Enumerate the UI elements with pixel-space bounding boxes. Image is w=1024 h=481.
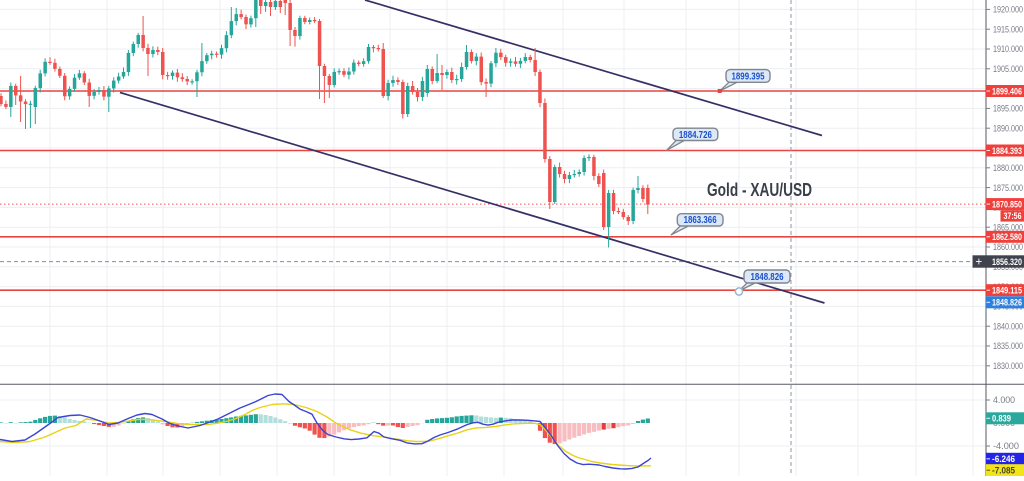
svg-text:1895.000: 1895.000 (993, 104, 1023, 115)
svg-text:1910.000: 1910.000 (993, 44, 1023, 55)
svg-text:Gold - XAU/USD: Gold - XAU/USD (707, 179, 812, 200)
svg-text:1848.826: 1848.826 (992, 298, 1022, 309)
svg-text:1848.826: 1848.826 (751, 272, 784, 283)
svg-text:1849.115: 1849.115 (992, 286, 1023, 297)
svg-text:1899.406: 1899.406 (992, 86, 1022, 97)
svg-text:1840.000: 1840.000 (993, 321, 1023, 332)
svg-text:1884.393: 1884.393 (992, 146, 1022, 157)
svg-text:-6.246: -6.246 (992, 454, 1015, 465)
svg-text:4.000: 4.000 (993, 395, 1015, 406)
svg-text:1875.000: 1875.000 (993, 183, 1023, 194)
svg-text:1905.000: 1905.000 (993, 64, 1023, 75)
svg-text:0.839: 0.839 (992, 414, 1011, 425)
svg-text:1880.000: 1880.000 (993, 163, 1023, 174)
svg-text:1870.850: 1870.850 (992, 200, 1022, 211)
svg-text:1890.000: 1890.000 (993, 123, 1023, 134)
svg-text:37:56: 37:56 (1004, 211, 1022, 221)
svg-text:1920.000: 1920.000 (993, 5, 1023, 16)
svg-text:1860.000: 1860.000 (993, 242, 1023, 253)
svg-text:1899.395: 1899.395 (732, 71, 765, 82)
svg-text:1856.320: 1856.320 (992, 257, 1022, 268)
svg-text:-7.085: -7.085 (992, 466, 1016, 476)
svg-text:-4.000: -4.000 (993, 441, 1019, 452)
svg-text:1863.366: 1863.366 (684, 215, 717, 226)
svg-text:1862.580: 1862.580 (992, 232, 1022, 243)
svg-text:1830.000: 1830.000 (993, 361, 1023, 372)
svg-text:1915.000: 1915.000 (993, 24, 1023, 35)
svg-text:1884.726: 1884.726 (679, 130, 712, 141)
svg-text:1835.000: 1835.000 (993, 341, 1023, 352)
svg-text:+: + (976, 257, 983, 269)
